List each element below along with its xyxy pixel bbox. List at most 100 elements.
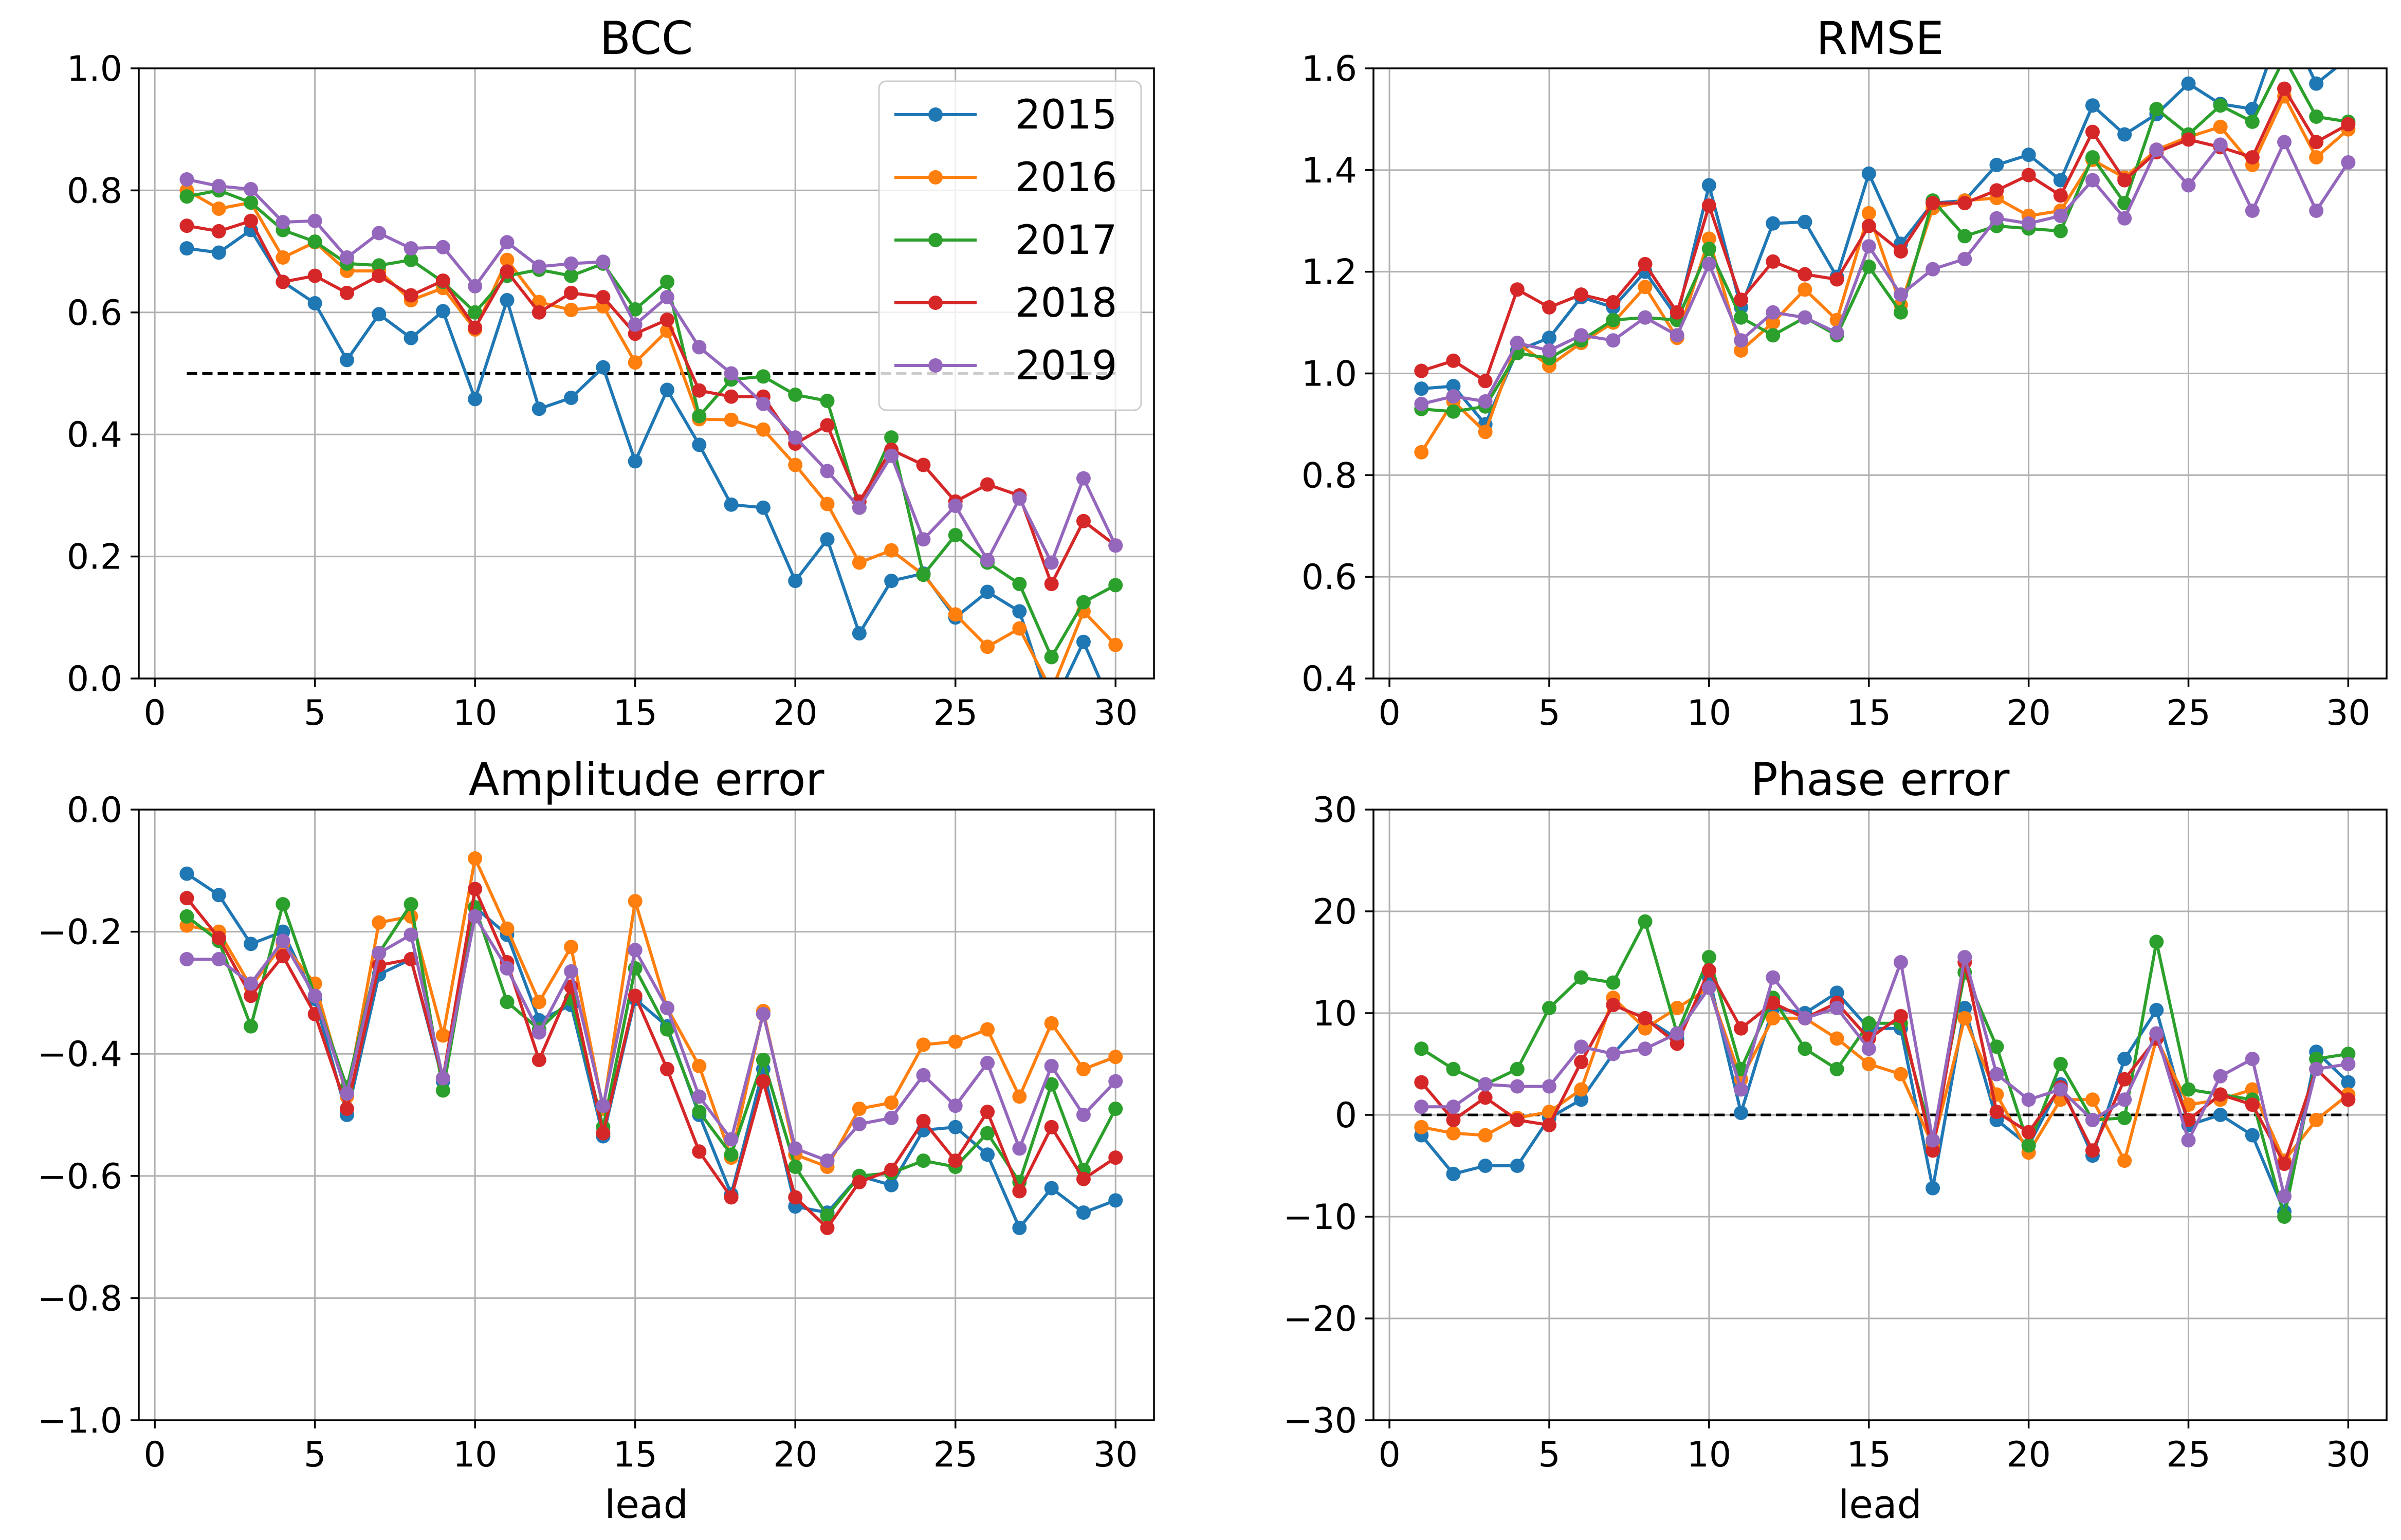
data-point-2016 bbox=[211, 201, 226, 216]
legend-marker-2019 bbox=[928, 358, 943, 373]
panels: 0 5 10 15 20 25 30 0.0 0.2 0.4 0.6 0.8 1.0 BCC 0 5 10 15 2… bbox=[38, 12, 2388, 1527]
chart-panel: 0 5 10 15 20 25 30 −30 −20 −10 0 10 20 30 Phase error l… bbox=[1283, 753, 2388, 1527]
data-point-2019 bbox=[1414, 1099, 1429, 1114]
data-point-2018 bbox=[1076, 1171, 1091, 1186]
data-point-2019 bbox=[916, 532, 931, 547]
data-point-2015 bbox=[692, 437, 707, 452]
data-point-2017 bbox=[628, 302, 643, 317]
y-tick-label: −0.2 bbox=[38, 912, 122, 953]
data-point-2018 bbox=[339, 1102, 354, 1116]
y-tick-label: 1.0 bbox=[1302, 354, 1357, 395]
legend-marker-2018 bbox=[928, 296, 943, 310]
data-point-2017 bbox=[1861, 259, 1876, 274]
data-point-2016 bbox=[692, 1058, 707, 1073]
data-point-2017 bbox=[2021, 1138, 2036, 1153]
data-point-2018 bbox=[1766, 996, 1781, 1011]
data-point-2017 bbox=[2309, 109, 2324, 124]
data-point-2017 bbox=[948, 528, 963, 543]
data-point-2017 bbox=[2277, 1209, 2292, 1224]
data-point-2019 bbox=[564, 964, 579, 979]
y-tick-label: 1.2 bbox=[1302, 252, 1357, 293]
data-point-2017 bbox=[1542, 1001, 1556, 1016]
data-point-2015 bbox=[564, 390, 579, 405]
panel-title: Phase error bbox=[1751, 753, 2010, 806]
data-point-2015 bbox=[724, 497, 739, 512]
data-point-2019 bbox=[2309, 203, 2324, 218]
data-point-2019 bbox=[1861, 1041, 1876, 1056]
data-point-2016 bbox=[1734, 343, 1749, 358]
data-point-2019 bbox=[1734, 333, 1749, 348]
data-point-2019 bbox=[372, 226, 387, 241]
data-point-2018 bbox=[820, 1220, 835, 1235]
data-point-2019 bbox=[2053, 208, 2068, 223]
legend-label-2019: 2019 bbox=[1015, 343, 1117, 389]
data-point-2019 bbox=[244, 976, 259, 991]
legend-label-2018: 2018 bbox=[1015, 280, 1117, 326]
data-point-2019 bbox=[2341, 1057, 2356, 1071]
y-tick-label: 0.4 bbox=[67, 415, 122, 455]
data-point-2019 bbox=[1766, 970, 1781, 985]
data-point-2017 bbox=[788, 1159, 803, 1174]
data-point-2017 bbox=[1012, 577, 1027, 592]
data-point-2017 bbox=[2117, 196, 2132, 211]
data-point-2019 bbox=[1606, 333, 1621, 348]
data-point-2018 bbox=[1574, 287, 1589, 302]
data-point-2015 bbox=[372, 307, 387, 322]
data-point-2015 bbox=[1076, 634, 1091, 649]
data-point-2017 bbox=[980, 1126, 995, 1141]
data-point-2019 bbox=[1701, 980, 1716, 995]
data-point-2019 bbox=[244, 182, 259, 197]
data-point-2016 bbox=[276, 250, 290, 265]
data-point-2017 bbox=[179, 909, 194, 924]
data-point-2016 bbox=[724, 412, 739, 427]
data-point-2019 bbox=[948, 1098, 963, 1113]
data-point-2017 bbox=[307, 234, 322, 249]
data-point-2015 bbox=[2117, 1052, 2132, 1067]
data-point-2017 bbox=[1044, 1077, 1059, 1092]
data-point-2019 bbox=[1926, 262, 1940, 277]
data-point-2018 bbox=[1076, 514, 1091, 528]
data-point-2015 bbox=[244, 937, 259, 951]
data-point-2018 bbox=[1670, 1036, 1684, 1051]
x-tick-label: 5 bbox=[1538, 693, 1560, 734]
data-point-2019 bbox=[980, 553, 995, 567]
data-point-2018 bbox=[1542, 300, 1556, 315]
data-point-2017 bbox=[2309, 1052, 2324, 1067]
data-point-2019 bbox=[2181, 178, 2196, 193]
data-point-2016 bbox=[628, 355, 643, 370]
data-point-2019 bbox=[2213, 1069, 2228, 1084]
data-point-2019 bbox=[756, 1006, 771, 1021]
data-point-2016 bbox=[948, 607, 963, 622]
data-point-2018 bbox=[2213, 1087, 2228, 1102]
y-tick-label: 20 bbox=[1312, 892, 1357, 932]
data-point-2016 bbox=[1012, 621, 1027, 636]
data-point-2018 bbox=[2309, 135, 2324, 150]
data-point-2015 bbox=[2245, 1128, 2260, 1143]
data-point-2019 bbox=[2309, 1061, 2324, 1076]
data-point-2016 bbox=[756, 422, 771, 437]
data-point-2015 bbox=[1766, 216, 1781, 231]
data-point-2015 bbox=[1957, 1001, 1972, 1016]
data-point-2018 bbox=[1701, 963, 1716, 978]
legend-marker-2015 bbox=[928, 107, 943, 122]
data-point-2015 bbox=[2309, 76, 2324, 91]
data-point-2016 bbox=[1798, 282, 1812, 297]
data-point-2019 bbox=[1638, 310, 1653, 325]
data-point-2016 bbox=[980, 639, 995, 654]
data-point-2017 bbox=[659, 1022, 674, 1037]
data-point-2017 bbox=[2149, 102, 2164, 117]
data-point-2018 bbox=[1446, 353, 1461, 368]
x-tick-label: 20 bbox=[2006, 693, 2051, 734]
data-point-2019 bbox=[1478, 394, 1493, 409]
x-tick-label: 10 bbox=[1687, 1435, 1732, 1475]
data-point-2017 bbox=[1510, 1061, 1525, 1076]
x-tick-label: 5 bbox=[304, 1435, 326, 1475]
data-point-2017 bbox=[435, 1083, 450, 1098]
data-point-2015 bbox=[339, 353, 354, 368]
data-point-2015 bbox=[980, 584, 995, 599]
data-point-2018 bbox=[980, 477, 995, 492]
data-point-2019 bbox=[404, 241, 418, 256]
data-point-2015 bbox=[1829, 985, 1844, 1000]
data-point-2016 bbox=[531, 995, 546, 1010]
